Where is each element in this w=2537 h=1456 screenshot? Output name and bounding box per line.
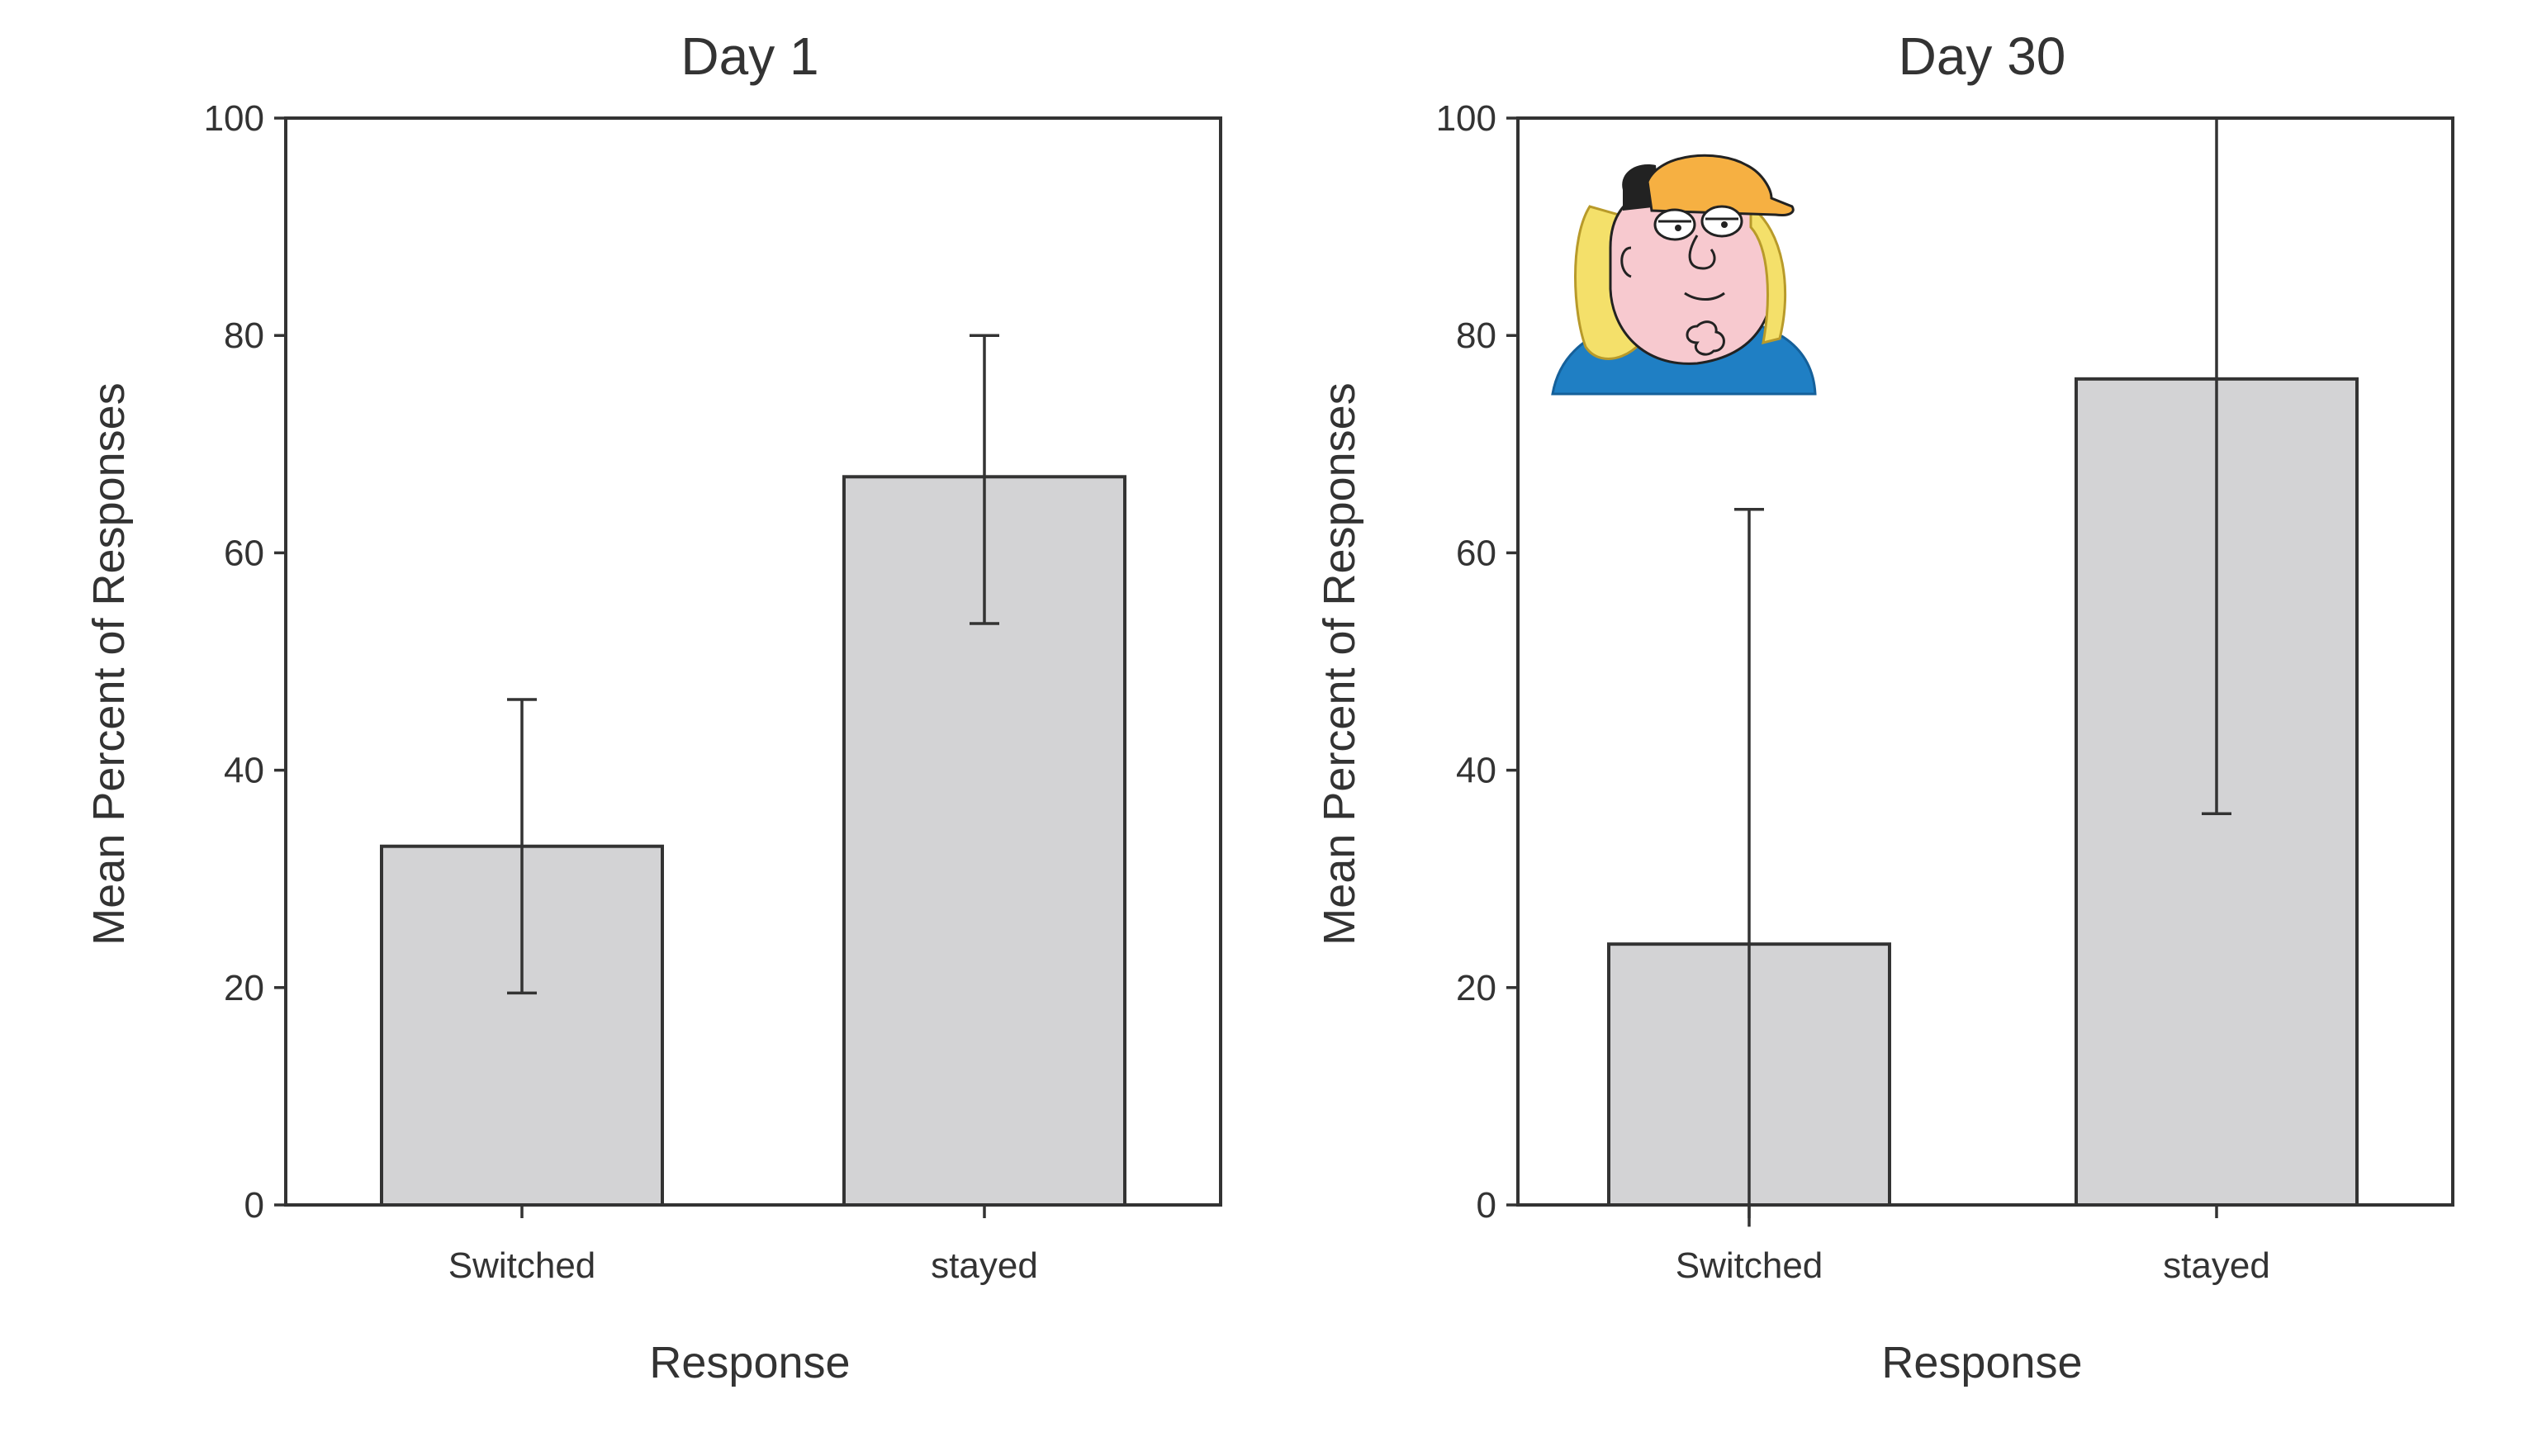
x-axis-label: Response xyxy=(1881,1338,2082,1387)
error-bar-switched xyxy=(507,698,537,995)
y-tick-label: 0 xyxy=(244,1185,264,1226)
plot-frame xyxy=(284,116,1222,1207)
error-bar-stayed xyxy=(2202,118,2231,815)
chart-panel-day-30: Day 30 Mean Percent of Responses Respons… xyxy=(1315,26,2454,1387)
x-tick-label: stayed xyxy=(2163,1245,2270,1286)
chart-title: Day 1 xyxy=(680,26,818,86)
y-tick-label: 80 xyxy=(1456,315,1496,356)
x-tick-label: Switched xyxy=(448,1245,596,1286)
y-tick-label: 60 xyxy=(1456,533,1496,573)
y-tick-label: 100 xyxy=(1436,98,1496,139)
x-axis-label: Response xyxy=(649,1338,850,1387)
y-tick-label: 40 xyxy=(224,751,264,791)
y-tick-label: 20 xyxy=(1456,968,1496,1008)
chart-marks: 0 20 40 60 80 100 Switched stayed xyxy=(204,98,1126,1286)
y-tick-label: 0 xyxy=(1477,1185,1496,1226)
chart-title: Day 30 xyxy=(1899,26,2066,86)
y-tick-label: 60 xyxy=(224,533,264,573)
plot-frame xyxy=(1516,116,2454,1207)
chart-marks: 0 20 40 60 80 100 Switched stayed xyxy=(1436,98,2359,1286)
x-tick-label: stayed xyxy=(931,1245,1038,1286)
y-axis-label: Mean Percent of Responses xyxy=(1315,382,1364,945)
error-bar-switched xyxy=(1734,508,1764,1227)
cartoon-face-icon xyxy=(1551,154,1817,396)
x-tick-label: Switched xyxy=(1676,1245,1823,1286)
y-tick-label: 20 xyxy=(224,968,264,1008)
y-axis-label: Mean Percent of Responses xyxy=(84,382,134,945)
y-tick-label: 100 xyxy=(204,98,264,139)
error-bar-stayed xyxy=(970,334,999,625)
chart-panel-day-1: Day 1 Mean Percent of Responses Response… xyxy=(84,26,1222,1387)
y-tick-label: 40 xyxy=(1456,751,1496,791)
y-tick-label: 80 xyxy=(224,315,264,356)
